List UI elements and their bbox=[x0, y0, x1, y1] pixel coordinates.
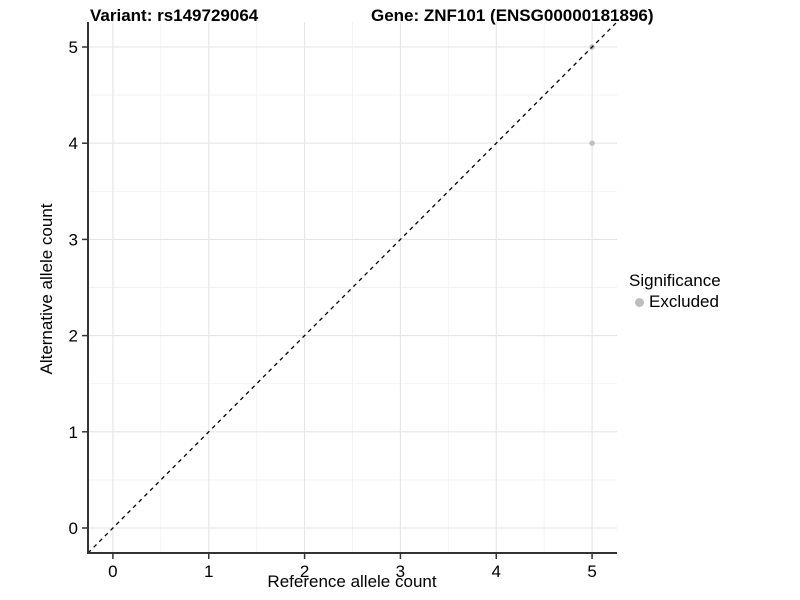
legend-title: Significance bbox=[629, 271, 721, 290]
x-tick-label: 4 bbox=[492, 562, 501, 581]
y-tick-label: 2 bbox=[69, 327, 78, 346]
y-tick-label: 3 bbox=[69, 230, 78, 249]
legend-entry-label: Excluded bbox=[649, 292, 719, 311]
identity-line bbox=[87, 21, 618, 554]
data-point bbox=[589, 140, 595, 146]
plot-title-gene: Gene: ZNF101 (ENSG00000181896) bbox=[371, 6, 654, 25]
x-axis-title: Reference allele count bbox=[267, 572, 437, 591]
y-tick-label: 4 bbox=[69, 134, 78, 153]
legend-entry-excluded: Excluded bbox=[629, 292, 721, 312]
x-tick-label: 5 bbox=[587, 562, 596, 581]
y-axis-title: Alternative allele count bbox=[37, 203, 56, 375]
x-tick-label: 3 bbox=[396, 562, 405, 581]
legend-key-circle-icon bbox=[635, 297, 644, 307]
plot-title-variant: Variant: rs149729064 bbox=[90, 6, 259, 25]
x-tick-label: 1 bbox=[204, 562, 213, 581]
y-tick-label: 0 bbox=[69, 519, 78, 538]
x-tick-label: 0 bbox=[108, 562, 117, 581]
y-tick-label: 1 bbox=[69, 423, 78, 442]
legend: Significance Excluded bbox=[629, 271, 721, 312]
y-tick-label: 5 bbox=[69, 38, 78, 57]
x-tick-label: 2 bbox=[300, 562, 309, 581]
